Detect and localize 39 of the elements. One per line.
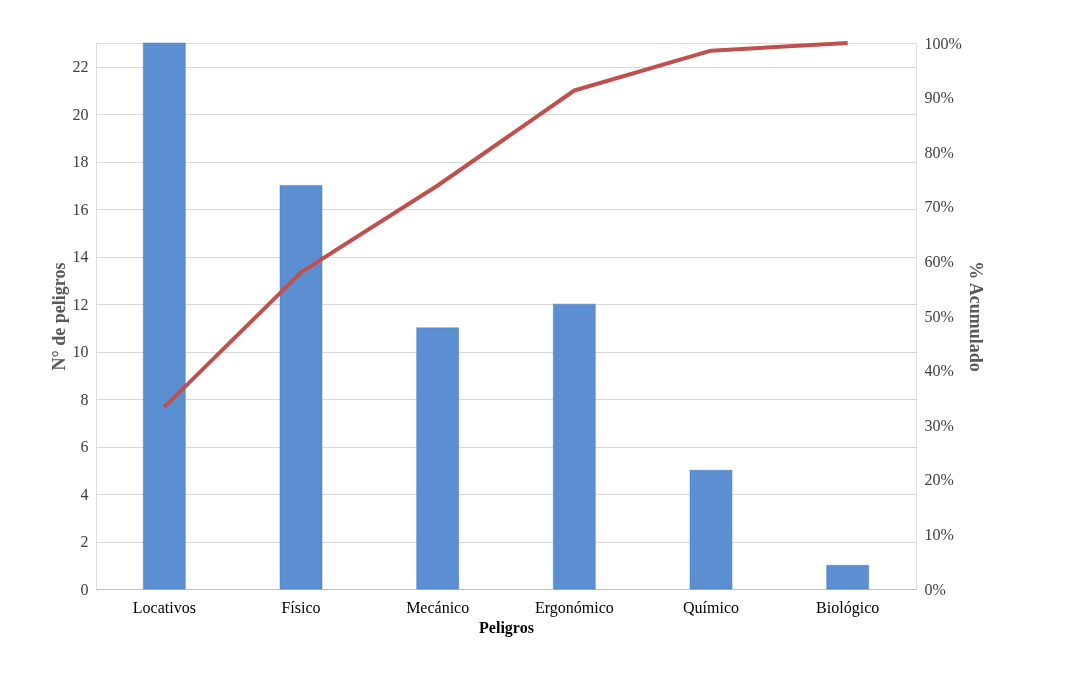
y-tick-label: 22 xyxy=(72,58,89,76)
y-tick-label: 14 xyxy=(72,248,89,266)
y-axis-title: N° de peligros xyxy=(48,262,69,371)
y-tick-label: 0 xyxy=(80,580,89,598)
x-axis-title: Peligros xyxy=(479,618,534,637)
y2-tick-label: 0% xyxy=(924,580,946,598)
x-tick-label: Químico xyxy=(683,598,739,616)
y-tick-label: 20 xyxy=(72,105,89,123)
bar xyxy=(826,565,869,590)
line-series xyxy=(162,41,850,410)
y-tick-label: 18 xyxy=(72,153,89,171)
y2-tick-label: 30% xyxy=(924,416,954,434)
y2-tick-label: 90% xyxy=(924,89,954,107)
y2-tick-label: 10% xyxy=(924,525,954,543)
y-tick-label: 6 xyxy=(80,438,89,456)
y-tick-label: 16 xyxy=(72,200,89,218)
bar xyxy=(689,470,733,590)
bar xyxy=(279,185,323,590)
y-tick-label: 8 xyxy=(80,390,89,408)
bar xyxy=(416,327,459,590)
y2-tick-label: 70% xyxy=(924,198,954,216)
bar xyxy=(553,303,596,590)
y-tick-label: 4 xyxy=(80,485,89,503)
y2-tick-label: 80% xyxy=(924,143,954,161)
x-tick-label: Mecánico xyxy=(406,598,470,616)
bar xyxy=(143,42,186,590)
y2-tick-label: 60% xyxy=(924,252,954,270)
x-tick-label: Biológico xyxy=(816,598,880,617)
y-tick-label: 2 xyxy=(80,533,89,551)
x-tick-label: Ergonómico xyxy=(534,598,614,617)
y2-axis-title: % Acumulado xyxy=(965,261,986,372)
y-tick-label: 10 xyxy=(72,343,89,361)
y2-tick-label: 40% xyxy=(924,362,954,380)
y2-tick-label: 100% xyxy=(924,34,962,52)
x-tick-label: Físico xyxy=(281,598,321,616)
y-tick-label: 12 xyxy=(72,295,89,313)
y2-tick-label: 20% xyxy=(924,471,954,489)
y2-tick-label: 50% xyxy=(924,307,954,325)
x-tick-label: Locativos xyxy=(132,598,196,616)
